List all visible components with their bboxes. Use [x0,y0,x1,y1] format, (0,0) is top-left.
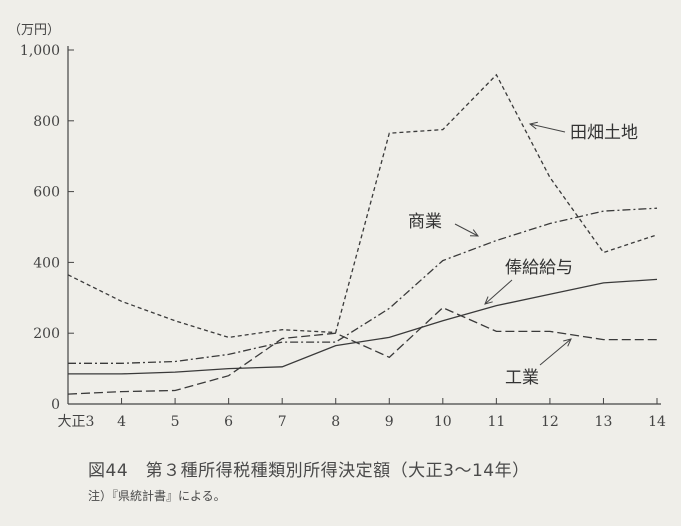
arrow-head-icon [469,229,480,237]
x-tick-label: 14 [648,414,666,430]
series-label-arrow [454,223,479,237]
series-label-arrow [529,123,566,133]
series-line-3 [68,278,658,375]
series-label-1: 田畑土地 [570,123,638,143]
series-line-2 [68,207,658,364]
arrow-head-icon [484,296,493,305]
x-tick-label: 12 [541,414,559,430]
x-tick-label: 8 [331,414,340,430]
x-tick-label: 13 [595,414,613,430]
figure-caption: 図44 第３種所得税種類別所得決定額（大正3〜14年） [88,461,530,481]
arrow-head-icon [528,121,538,130]
series-label-arrow [484,279,513,305]
x-tick-label: 4 [117,414,126,430]
series-label-arrow [539,338,572,366]
y-tick-label: 200 [33,326,60,342]
series-line-1 [67,73,658,339]
series-label-3: 俸給給与 [505,258,573,278]
x-tick-label: 9 [385,414,394,430]
x-tick-label: 7 [278,414,287,430]
y-axis-unit: （万円） [8,23,60,38]
y-tick-label: 400 [33,255,60,271]
chart-ticks: （万円） 0 200 400 600 800 1,000 大正3 4 5 6 7 8 9 10 11 12 13 1… [8,23,666,430]
x-tick-label: 10 [434,414,452,430]
y-tick-label: 800 [33,114,60,130]
arrow-head-icon [563,338,572,347]
series-label-4: 工業 [505,368,539,388]
series-label-2: 商業 [408,212,442,232]
series-line-4 [67,306,657,395]
x-tick-label: 5 [171,414,180,430]
y-tick-label: 0 [51,397,60,413]
y-tick-label: 600 [33,185,60,201]
y-tick-label: 1,000 [20,43,60,59]
x-tick-label: 6 [224,414,233,430]
x-tick-label: 11 [487,414,505,430]
chart-axes [67,46,661,405]
chart-series [67,73,658,395]
figure-note: 注）『県統計書』による。 [88,489,226,503]
x-tick-label: 大正3 [58,414,95,430]
